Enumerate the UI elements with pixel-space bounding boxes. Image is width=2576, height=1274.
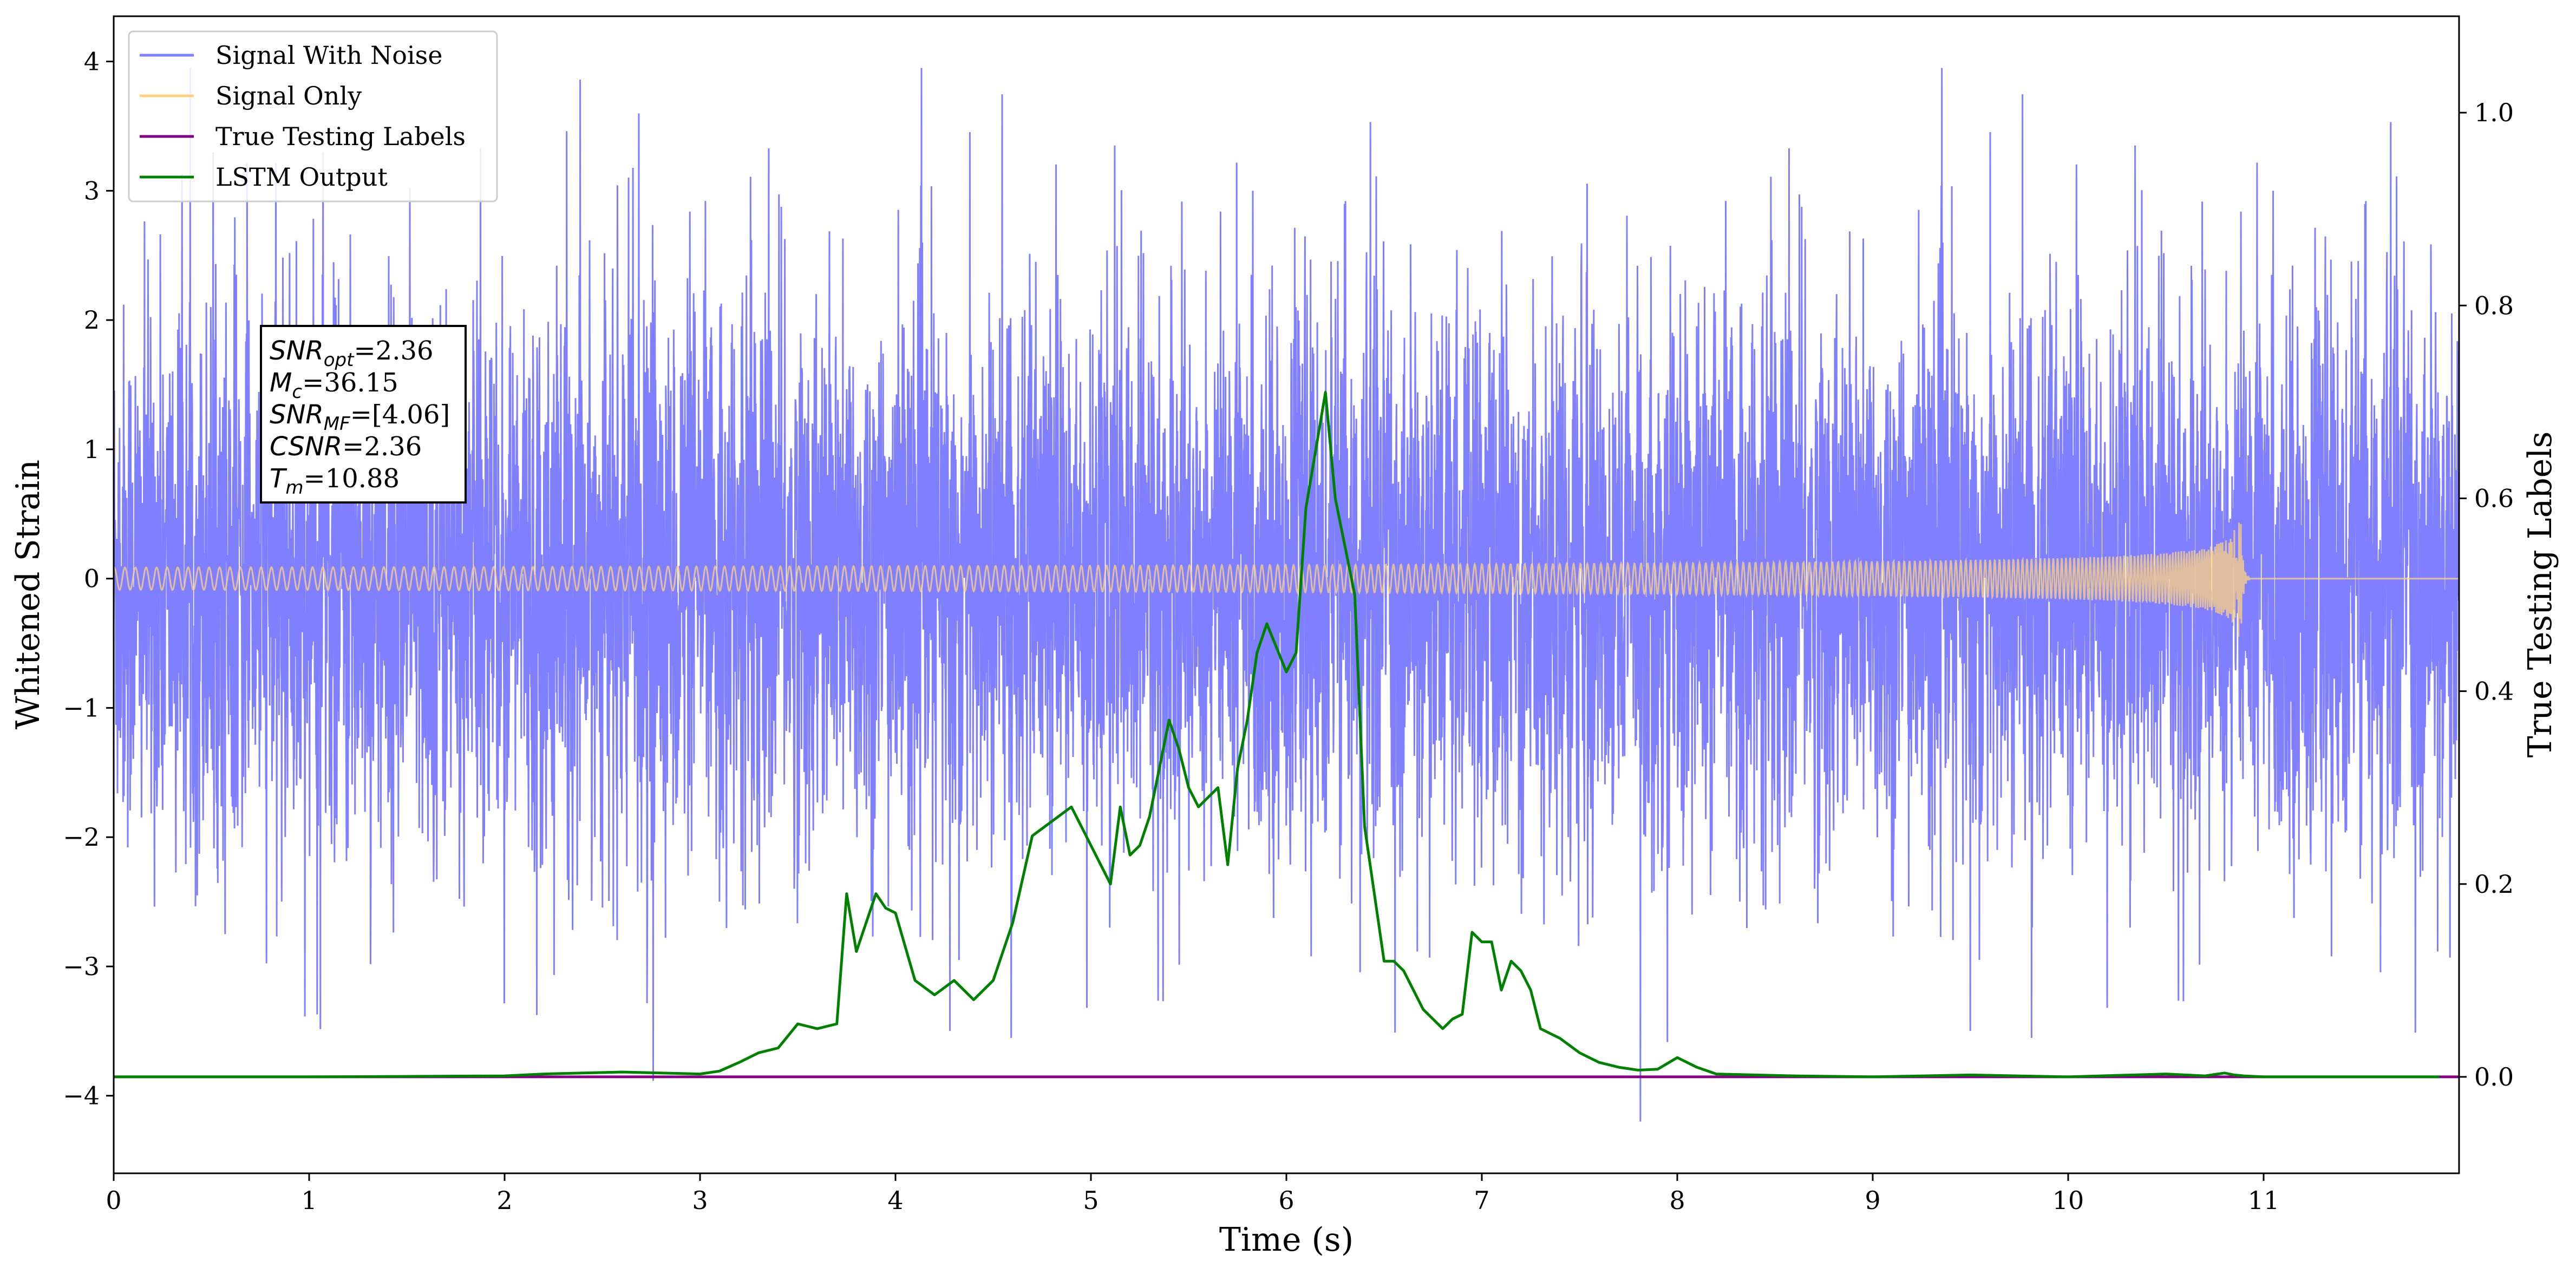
info-box-frame	[260, 325, 467, 504]
y-right-tick-label: 0.6	[2474, 484, 2514, 513]
y-tick-label: 3	[84, 176, 100, 205]
noise-series	[114, 68, 2459, 1122]
x-tick-label: 1	[301, 1186, 317, 1215]
y-tick-label: 1	[84, 435, 100, 464]
x-tick-label: 3	[692, 1186, 708, 1215]
lstm-output-line	[114, 391, 2440, 1079]
plot-area	[114, 68, 2459, 1122]
y-tick-label: 4	[84, 47, 100, 76]
y-axis-ticks: −4 −3 −2 −1 0 1 2 3 4	[63, 47, 114, 1110]
y-right-axis-ticks: 0.0 0.2 0.4 0.6 0.8 1.0	[2459, 98, 2514, 1092]
legend: Signal With Noise Signal Only True Testi…	[128, 30, 498, 202]
legend-label-lstm-output: LSTM Output	[215, 162, 388, 192]
y-right-tick-label: 0.8	[2474, 291, 2514, 320]
y-tick-label: −3	[63, 952, 100, 981]
x-tick-label: 7	[1474, 1186, 1489, 1215]
x-tick-label: 6	[1278, 1186, 1294, 1215]
y-right-tick-label: 0.4	[2474, 677, 2514, 706]
info-line: SNRopt=2.36	[270, 336, 434, 371]
info-line: Tm=10.88	[270, 463, 400, 499]
x-tick-label: 10	[2052, 1186, 2084, 1215]
x-tick-label: 9	[1865, 1186, 1880, 1215]
x-axis-title: Time (s)	[1219, 1221, 1354, 1259]
legend-box	[128, 30, 498, 202]
info-line: CSNR=2.36	[270, 432, 422, 462]
x-tick-label: 0	[106, 1186, 121, 1215]
lstm-output-series	[114, 391, 2440, 1079]
x-tick-label: 8	[1669, 1186, 1685, 1215]
noise-trace	[114, 68, 2459, 1122]
signal-only-series	[114, 522, 2459, 637]
info-lines: SNRopt=2.36Mc=36.15SNRMF=[4.06]CSNR=2.36…	[270, 336, 450, 499]
y-axis-title: Whitened Strain	[9, 460, 47, 729]
y-tick-label: −2	[63, 822, 100, 852]
x-tick-label: 5	[1083, 1186, 1099, 1215]
y-tick-label: 0	[84, 564, 100, 593]
y-tick-label: 2	[84, 305, 100, 335]
legend-label-signal-with-noise: Signal With Noise	[215, 41, 442, 70]
x-tick-label: 2	[496, 1186, 512, 1215]
y-right-tick-label: 0.2	[2474, 870, 2514, 899]
y-tick-label: −4	[63, 1081, 100, 1110]
legend-label-signal-only: Signal Only	[215, 81, 362, 110]
x-tick-label: 4	[887, 1186, 903, 1215]
y-tick-label: −1	[63, 693, 100, 722]
x-axis-ticks: 0 1 2 3 4 5 6 7 8 9 10 11	[106, 1173, 2279, 1215]
info-line: SNRMF=[4.06]	[270, 400, 450, 435]
info-box: SNRopt=2.36Mc=36.15SNRMF=[4.06]CSNR=2.36…	[260, 325, 467, 504]
y-right-axis-title: True Testing Labels	[2521, 432, 2559, 758]
y-right-tick-label: 0.0	[2474, 1062, 2514, 1092]
y-right-tick-label: 1.0	[2474, 98, 2514, 127]
x-tick-label: 11	[2248, 1186, 2280, 1215]
info-line: Mc=36.15	[270, 368, 398, 403]
signal-trace	[114, 522, 2459, 637]
legend-label-true-testing-labels: True Testing Labels	[215, 122, 466, 151]
